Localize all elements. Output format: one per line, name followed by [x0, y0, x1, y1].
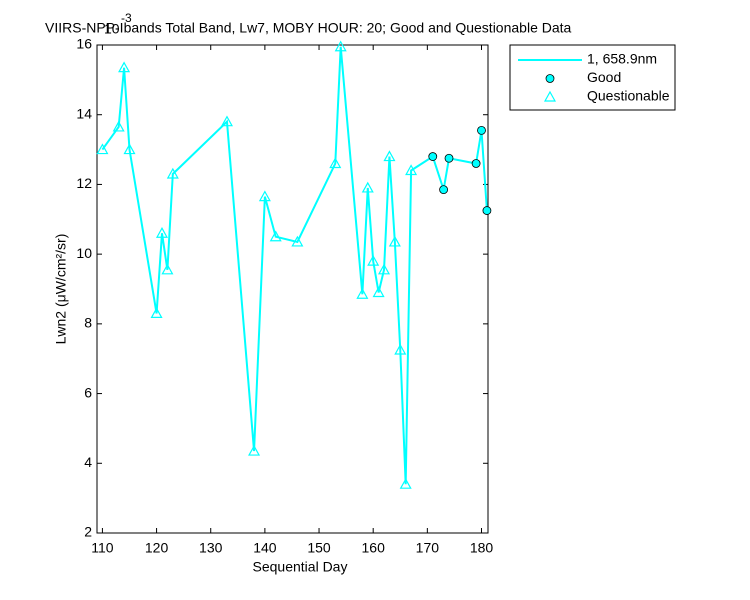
y-tick-label: 12: [76, 175, 92, 191]
questionable-marker: [118, 61, 131, 73]
questionable-marker: [166, 167, 179, 179]
questionable-marker: [334, 40, 347, 52]
questionable-marker: [361, 181, 374, 193]
data-line: [101, 46, 488, 485]
questionable-marker: [383, 150, 396, 162]
x-tick-label: 110: [91, 540, 114, 556]
legend-label: Good: [587, 69, 621, 85]
questionable-marker: [220, 115, 233, 127]
y-tick-label: 10: [76, 245, 92, 261]
x-tick-label: 120: [145, 540, 169, 556]
questionable-marker: [96, 143, 109, 155]
questionable-marker: [372, 286, 385, 298]
y-tick-label: 6: [84, 384, 92, 400]
good-marker: [471, 159, 481, 168]
questionable-marker: [329, 157, 342, 169]
questionable-marker: [405, 164, 418, 176]
good-marker: [444, 153, 454, 163]
questionable-marker: [378, 263, 391, 275]
x-axis-label: Sequential Day: [253, 559, 348, 575]
legend-label: 1, 658.9nm: [587, 51, 657, 67]
axes-box: [96, 44, 489, 534]
good-marker: [439, 185, 448, 195]
x-tick-label: 160: [362, 540, 386, 556]
y-tick-label: 14: [76, 105, 92, 121]
x-tick-label: 170: [416, 540, 440, 556]
y-tick-label: 2: [84, 524, 92, 540]
good-marker: [482, 206, 492, 215]
y-axis-label: Lwn2 (μW/cm²/sr): [53, 234, 69, 345]
legend-marker: [543, 90, 557, 102]
questionable-marker: [112, 120, 125, 132]
questionable-marker: [123, 143, 136, 155]
questionable-marker: [367, 254, 380, 266]
questionable-marker: [269, 230, 282, 242]
legend-marker: [545, 74, 555, 83]
legend-label: Questionable: [587, 88, 670, 104]
questionable-marker: [155, 226, 169, 238]
questionable-marker: [248, 444, 261, 456]
questionable-marker: [356, 287, 369, 299]
y-exponent-base: 10: [104, 21, 120, 37]
x-tick-label: 150: [307, 540, 331, 556]
questionable-marker: [291, 235, 304, 247]
x-tick-label: 130: [199, 540, 223, 556]
y-exponent: -3: [121, 11, 132, 25]
questionable-marker: [388, 235, 401, 247]
x-tick-label: 140: [253, 540, 277, 556]
questionable-marker: [394, 343, 407, 355]
y-tick-label: 8: [84, 315, 92, 331]
good-marker: [477, 125, 486, 135]
legend-box: [509, 44, 676, 111]
questionable-marker: [161, 263, 174, 275]
questionable-marker: [258, 190, 271, 202]
good-marker: [428, 152, 438, 161]
chart-title: VIIRS-NPP-Ibands Total Band, Lw7, MOBY H…: [45, 20, 572, 36]
questionable-marker: [150, 307, 163, 318]
y-tick-label: 4: [84, 454, 92, 470]
x-tick-label: 180: [470, 540, 494, 556]
questionable-marker: [399, 477, 412, 489]
y-tick-label: 16: [76, 36, 92, 52]
